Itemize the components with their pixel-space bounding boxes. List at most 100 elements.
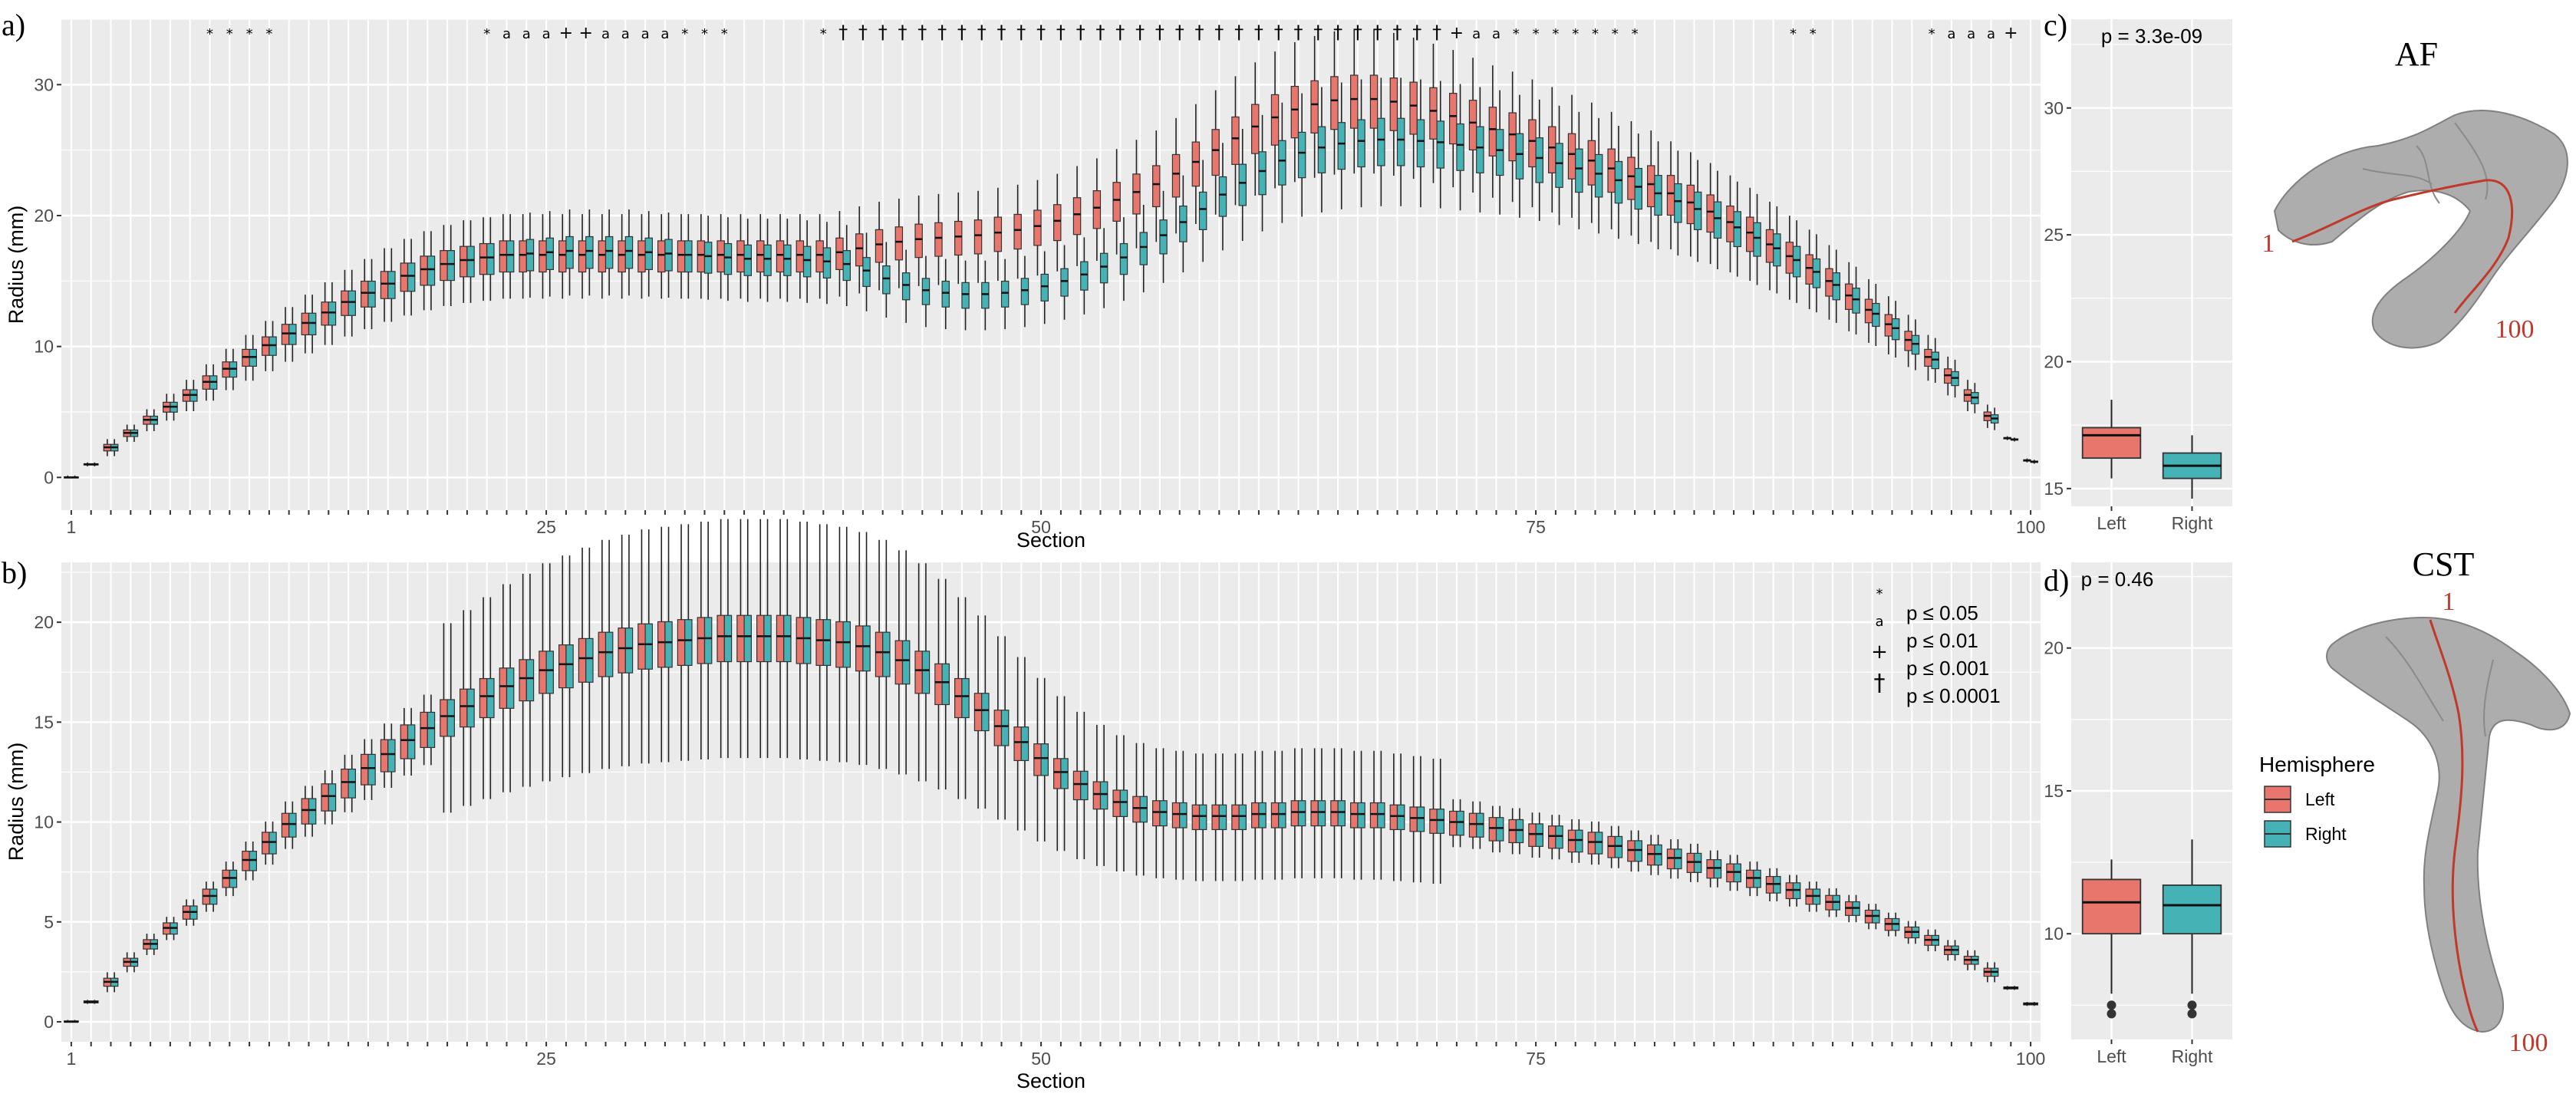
box-left (341, 290, 349, 316)
x-tick-label: 50 (1031, 517, 1051, 537)
boxes-b (64, 519, 2038, 1023)
box-left (1211, 804, 1220, 831)
box-left (1746, 216, 1754, 252)
box-left (1013, 726, 1022, 762)
box-left (1845, 283, 1853, 310)
box-left (1171, 153, 1181, 198)
box-left (1389, 804, 1398, 831)
box-right (1297, 800, 1306, 827)
box-left (1389, 77, 1398, 131)
box-left (1765, 229, 1774, 263)
box-left (697, 240, 706, 273)
box-right (1060, 268, 1069, 297)
box-right (249, 851, 257, 871)
box-left (460, 245, 468, 278)
significance-legend: * p ≤ 0.05 a p ≤ 0.01 + p ≤ 0.001 † p ≤ … (1871, 586, 2001, 707)
y-ticks-d: 10 15 20 (2044, 638, 2071, 944)
box-right (427, 711, 436, 749)
box-right (921, 278, 931, 305)
box-right (743, 614, 752, 663)
cst-tract: CST 1 100 (2326, 545, 2571, 1057)
box-left (1053, 204, 1062, 242)
significance-mark: + (559, 24, 573, 43)
box-right (901, 640, 911, 685)
significance-mark: * (1612, 26, 1619, 42)
panel-letter-a: a) (2, 8, 25, 42)
af-title: AF (2395, 35, 2438, 73)
box-left (716, 614, 725, 663)
box-right (1159, 800, 1168, 827)
box-left (1587, 832, 1596, 855)
box-left (519, 659, 527, 702)
box-right (525, 659, 535, 702)
box-left (1409, 81, 1418, 135)
box-right (882, 631, 891, 677)
box-left (1864, 298, 1873, 324)
significance-mark: * (1810, 26, 1817, 42)
box-right (1693, 191, 1702, 231)
box-right (723, 614, 733, 663)
box-left (1666, 175, 1675, 216)
box-left (914, 651, 923, 694)
box-right (288, 324, 297, 345)
box-right (1535, 137, 1543, 183)
significance-mark: * (483, 26, 490, 42)
significance-mark: * (226, 26, 233, 42)
box-left (1033, 209, 1042, 246)
box-right (624, 236, 634, 269)
hemisphere-legend-title: Hemisphere (2259, 753, 2375, 776)
significance-mark: † (1412, 21, 1421, 43)
significance-mark: a (1987, 26, 1995, 42)
box-right (644, 237, 653, 270)
box-right (1436, 809, 1444, 834)
box-right (1179, 802, 1188, 829)
x-tick-label: 75 (1526, 517, 1546, 537)
box-left (1686, 184, 1695, 225)
box-left (1468, 100, 1477, 151)
box-left (1112, 789, 1121, 818)
y-tick-label: 0 (44, 467, 54, 487)
box-right (1238, 804, 1247, 831)
box-left (756, 240, 765, 273)
box-right (585, 236, 594, 269)
box-left (677, 240, 686, 273)
legend-label-3: p ≤ 0.001 (1906, 657, 1989, 680)
box-left (993, 710, 1003, 746)
box-right (1456, 123, 1464, 171)
significance-mark: a (502, 26, 511, 42)
box-left (894, 226, 904, 261)
box-right (1594, 153, 1603, 198)
box-left (1330, 800, 1339, 827)
box-right (1119, 242, 1128, 275)
x-ticks-d: Left Right (2097, 1039, 2213, 1066)
box-right (1436, 120, 1444, 169)
box-left (1785, 242, 1794, 274)
x-tick-label: 100 (2016, 517, 2045, 537)
outlier-right (2187, 1000, 2197, 1010)
box-left (1310, 800, 1319, 827)
y-ticks-b: 0 5 10 15 20 (34, 612, 61, 1032)
box-right (842, 250, 851, 282)
significance-mark: † (1274, 21, 1283, 43)
significance-mark: a (1947, 26, 1955, 42)
box-left (1112, 182, 1121, 222)
outlier-right (2187, 1009, 2197, 1019)
box-left (242, 851, 250, 871)
box-left (578, 240, 587, 273)
box-left (558, 240, 567, 273)
box-right (1099, 781, 1108, 810)
box-right (367, 753, 376, 786)
significance-mark: * (1790, 26, 1797, 42)
box-left (1587, 140, 1596, 186)
box-left (1270, 802, 1280, 829)
significance-mark: a (641, 26, 650, 42)
box-left (855, 625, 864, 672)
x-tick-label: 1 (67, 517, 77, 537)
box-right (1832, 272, 1840, 301)
box-right (407, 724, 416, 759)
box-left (756, 614, 765, 663)
box-right (525, 239, 535, 272)
chart-c: 15 20 25 30 Left Right p = 3.3e-09 (2044, 19, 2232, 533)
significance-mark: † (878, 21, 888, 43)
